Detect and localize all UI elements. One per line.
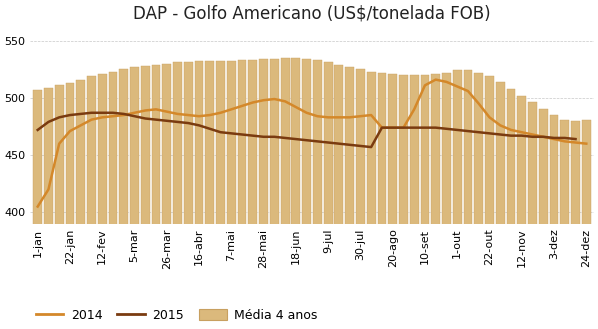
- Bar: [259, 59, 268, 329]
- Bar: [377, 73, 386, 329]
- Bar: [442, 73, 451, 329]
- Bar: [109, 72, 117, 329]
- Bar: [388, 74, 397, 329]
- Bar: [517, 96, 526, 329]
- Bar: [55, 85, 63, 329]
- Bar: [237, 60, 246, 329]
- Bar: [474, 73, 483, 329]
- Bar: [163, 63, 171, 329]
- Bar: [420, 75, 429, 329]
- Bar: [120, 69, 128, 329]
- Bar: [399, 75, 408, 329]
- Bar: [130, 67, 139, 329]
- Bar: [453, 70, 462, 329]
- Bar: [367, 72, 376, 329]
- Bar: [184, 63, 193, 329]
- Bar: [66, 83, 74, 329]
- Bar: [539, 109, 548, 329]
- Legend: 2014, 2015, Média 4 anos: 2014, 2015, Média 4 anos: [30, 304, 322, 327]
- Bar: [280, 58, 289, 329]
- Bar: [302, 59, 311, 329]
- Bar: [173, 63, 182, 329]
- Bar: [528, 102, 537, 329]
- Bar: [582, 120, 591, 329]
- Bar: [291, 58, 300, 329]
- Bar: [550, 115, 559, 329]
- Bar: [87, 76, 96, 329]
- Bar: [345, 67, 354, 329]
- Bar: [324, 63, 332, 329]
- Bar: [496, 82, 505, 329]
- Bar: [248, 60, 257, 329]
- Title: DAP - Golfo Americano (US$/tonelada FOB): DAP - Golfo Americano (US$/tonelada FOB): [133, 4, 491, 22]
- Bar: [33, 90, 42, 329]
- Bar: [507, 89, 515, 329]
- Bar: [227, 61, 236, 329]
- Bar: [410, 75, 419, 329]
- Bar: [194, 61, 203, 329]
- Bar: [485, 76, 494, 329]
- Bar: [270, 59, 279, 329]
- Bar: [141, 66, 150, 329]
- Bar: [463, 70, 472, 329]
- Bar: [44, 88, 53, 329]
- Bar: [431, 74, 440, 329]
- Bar: [205, 61, 214, 329]
- Bar: [98, 74, 106, 329]
- Bar: [560, 120, 569, 329]
- Bar: [216, 61, 225, 329]
- Bar: [313, 60, 322, 329]
- Bar: [356, 69, 365, 329]
- Bar: [152, 65, 160, 329]
- Bar: [334, 65, 343, 329]
- Bar: [571, 121, 580, 329]
- Bar: [77, 80, 85, 329]
